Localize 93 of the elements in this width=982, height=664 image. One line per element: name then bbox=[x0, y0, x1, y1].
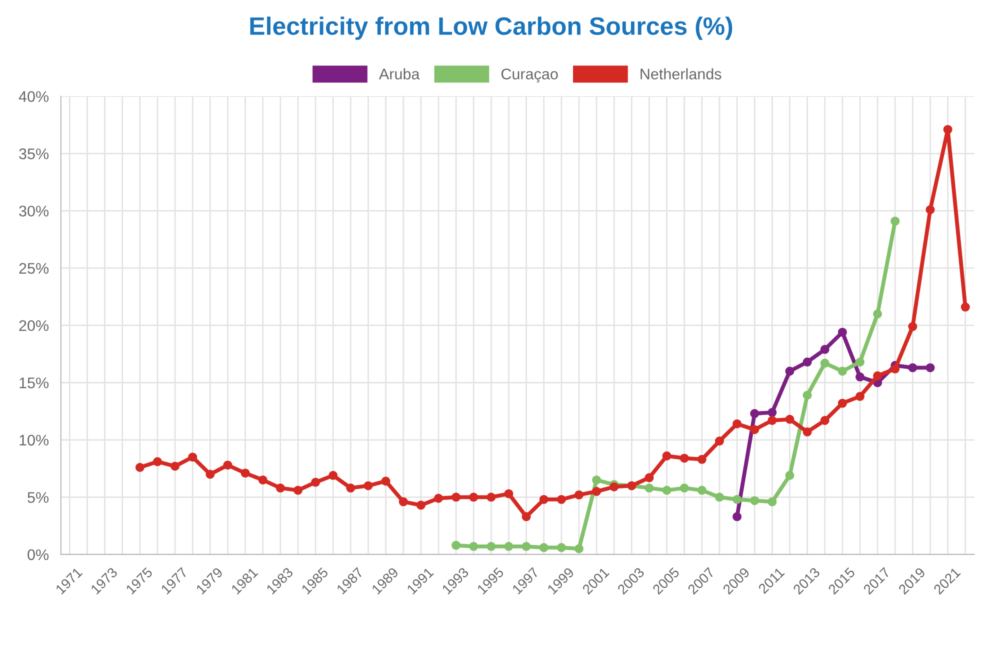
point bbox=[732, 494, 742, 504]
point bbox=[908, 322, 918, 332]
point bbox=[802, 390, 812, 400]
legend-label: Curaçao bbox=[501, 68, 558, 83]
point bbox=[960, 302, 970, 312]
point bbox=[486, 492, 496, 502]
point bbox=[662, 451, 672, 460]
point bbox=[785, 366, 794, 376]
point bbox=[574, 544, 584, 554]
y-tick-label: 5% bbox=[28, 492, 49, 503]
point bbox=[469, 492, 478, 502]
point bbox=[223, 460, 232, 470]
point bbox=[750, 425, 760, 434]
point bbox=[732, 512, 742, 522]
point bbox=[504, 489, 514, 498]
point bbox=[926, 363, 935, 372]
point bbox=[680, 483, 689, 493]
point bbox=[452, 492, 461, 502]
point bbox=[697, 454, 706, 464]
point bbox=[820, 344, 830, 354]
point bbox=[820, 416, 830, 425]
point bbox=[768, 408, 777, 417]
point bbox=[276, 483, 285, 493]
point bbox=[170, 462, 180, 471]
point bbox=[522, 512, 531, 522]
point bbox=[838, 366, 847, 376]
point bbox=[926, 205, 935, 214]
point bbox=[890, 216, 900, 226]
point bbox=[820, 358, 830, 368]
point bbox=[768, 416, 777, 425]
point bbox=[838, 398, 847, 408]
y-tick-label: 30% bbox=[19, 206, 49, 217]
point bbox=[714, 492, 724, 502]
y-tick-label: 10% bbox=[20, 434, 49, 446]
point bbox=[768, 497, 777, 506]
point bbox=[785, 414, 794, 424]
point bbox=[592, 475, 602, 485]
point bbox=[855, 392, 864, 401]
chart-title: Electricity from Low Carbon Sources (%) bbox=[250, 16, 732, 40]
point bbox=[152, 457, 162, 466]
point bbox=[486, 542, 496, 551]
point bbox=[504, 542, 514, 551]
point bbox=[539, 543, 548, 552]
point bbox=[539, 494, 548, 504]
point bbox=[346, 483, 356, 493]
legend-label: Aruba bbox=[378, 68, 420, 80]
point bbox=[381, 476, 390, 486]
point bbox=[240, 468, 250, 478]
point bbox=[855, 358, 864, 367]
point bbox=[135, 462, 144, 472]
point bbox=[873, 371, 882, 380]
point bbox=[364, 481, 373, 490]
y-tick-label: 35% bbox=[19, 148, 49, 160]
point bbox=[697, 486, 706, 495]
point bbox=[311, 478, 320, 487]
point bbox=[714, 436, 724, 446]
point bbox=[908, 363, 918, 372]
point bbox=[258, 475, 268, 485]
point bbox=[398, 497, 408, 506]
point bbox=[838, 328, 847, 337]
point bbox=[802, 427, 812, 436]
point bbox=[434, 494, 443, 503]
point bbox=[206, 470, 215, 479]
point bbox=[873, 309, 882, 318]
point bbox=[522, 542, 531, 551]
point bbox=[452, 540, 461, 550]
point bbox=[574, 490, 584, 500]
y-tick-label: 0% bbox=[28, 549, 49, 560]
y-tick-label: 20% bbox=[19, 320, 49, 332]
point bbox=[732, 419, 742, 428]
point bbox=[785, 470, 794, 480]
point bbox=[188, 452, 198, 462]
point bbox=[469, 542, 478, 551]
point bbox=[644, 483, 654, 493]
point bbox=[750, 409, 760, 418]
point bbox=[890, 364, 900, 374]
point bbox=[644, 473, 654, 482]
point bbox=[556, 543, 566, 552]
point bbox=[556, 494, 566, 504]
point bbox=[293, 486, 302, 495]
y-tick-label: 40% bbox=[18, 91, 49, 102]
y-tick-label: 15% bbox=[20, 378, 49, 388]
point bbox=[592, 486, 602, 496]
point bbox=[750, 496, 760, 506]
point bbox=[662, 486, 672, 495]
point bbox=[943, 124, 952, 134]
point bbox=[802, 358, 812, 367]
point bbox=[680, 454, 689, 463]
legend-label: Netherlands bbox=[640, 68, 722, 80]
point bbox=[855, 372, 864, 382]
y-tick-label: 25% bbox=[19, 262, 49, 274]
point bbox=[416, 500, 426, 510]
point bbox=[328, 470, 338, 480]
